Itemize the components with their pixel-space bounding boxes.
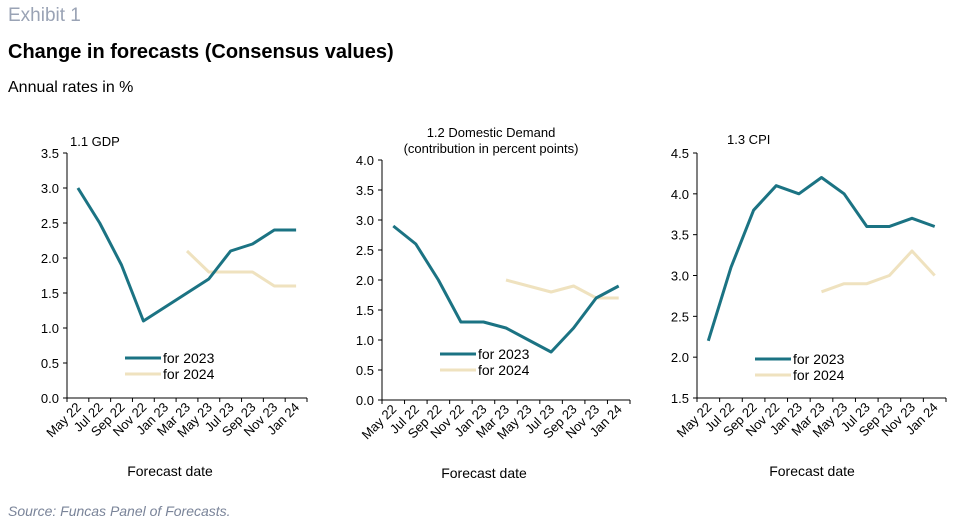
chart-title: 1.2 Domestic Demand: [427, 125, 556, 140]
y-tick-label: 3.0: [671, 269, 689, 284]
y-tick-label: 1.5: [671, 391, 689, 406]
legend-label: for 2024: [793, 367, 845, 383]
y-tick-label: 1.0: [356, 333, 374, 348]
page-title: Change in forecasts (Consensus values): [8, 41, 394, 63]
y-tick-label: 2.5: [671, 309, 689, 324]
x-axis-title: Forecast date: [441, 465, 527, 481]
series-line-for-2024: [505, 278, 619, 300]
x-axis-title: Forecast date: [769, 463, 855, 479]
y-tick-label: 1.5: [356, 303, 374, 318]
y-tick-label: 3.5: [671, 228, 689, 243]
legend-label: for 2023: [163, 350, 215, 366]
y-tick-label: 2.0: [41, 251, 59, 266]
series-line-for-2024: [185, 249, 297, 288]
y-tick-label: 3.0: [41, 181, 59, 196]
series-line-for-2023: [76, 187, 297, 323]
page-subtitle: Annual rates in %: [8, 79, 134, 96]
chart-panel-2: 1.2 Domestic Demand(contribution in perc…: [356, 125, 631, 481]
y-tick-label: 2.0: [671, 350, 689, 365]
series-line-for-2023: [392, 224, 620, 354]
series-line-for-2024: [820, 249, 936, 294]
y-tick-label: 0.0: [356, 393, 374, 408]
y-tick-label: 1.0: [41, 321, 59, 336]
y-tick-label: 2.0: [356, 273, 374, 288]
exhibit-label: Exhibit 1: [8, 5, 81, 26]
y-tick-label: 4.0: [356, 153, 374, 168]
y-tick-label: 4.5: [671, 146, 689, 161]
series-line-for-2023: [706, 176, 936, 342]
x-axis-title: Forecast date: [127, 463, 213, 479]
legend-label: for 2023: [478, 346, 530, 362]
legend-label: for 2024: [478, 362, 530, 378]
y-tick-label: 2.5: [41, 216, 59, 231]
legend-label: for 2024: [163, 366, 215, 382]
chart-title-line2: (contribution in percent points): [404, 141, 579, 156]
y-tick-label: 1.5: [41, 286, 59, 301]
chart-title: 1.3 CPI: [727, 132, 770, 147]
y-tick-label: 2.5: [356, 243, 374, 258]
y-tick-label: 0.5: [356, 363, 374, 378]
y-tick-label: 0.5: [41, 356, 59, 371]
source-note: Source: Funcas Panel of Forecasts.: [8, 503, 231, 519]
legend-label: for 2023: [793, 351, 845, 367]
y-tick-label: 3.0: [356, 213, 374, 228]
y-tick-label: 0.0: [41, 391, 59, 406]
y-tick-label: 3.5: [356, 183, 374, 198]
chart-title: 1.1 GDP: [70, 134, 120, 149]
y-tick-label: 3.5: [41, 146, 59, 161]
y-tick-label: 4.0: [671, 187, 689, 202]
